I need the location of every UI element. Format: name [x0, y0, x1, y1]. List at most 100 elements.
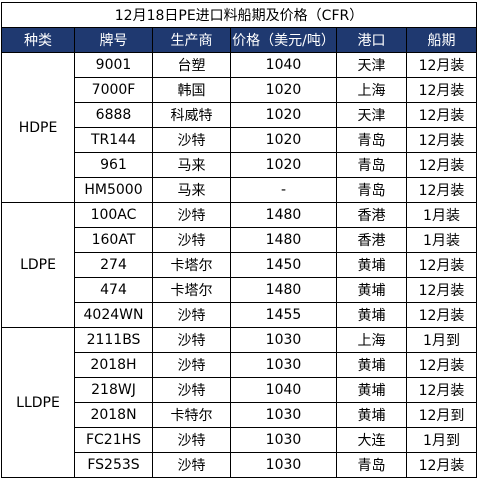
price-cell: -	[230, 177, 337, 203]
price-cell: 1480	[230, 227, 337, 253]
producer-cell: 马来	[152, 152, 231, 178]
grade-cell: 2018N	[74, 402, 153, 428]
port-cell: 上海	[336, 327, 407, 353]
shipping-cell: 1月到	[405, 327, 477, 353]
producer-cell: 沙特	[152, 127, 231, 153]
shipping-cell: 12月装	[405, 77, 477, 103]
grade-cell: TR144	[74, 127, 153, 153]
price-cell: 1030	[230, 327, 337, 353]
price-cell: 1455	[230, 302, 337, 328]
grade-cell: 9001	[74, 52, 153, 78]
shipping-cell: 12月装	[405, 52, 477, 78]
port-cell: 香港	[336, 227, 407, 253]
shipping-cell: 12月装	[405, 452, 477, 478]
producer-cell: 韩国	[152, 77, 231, 103]
grade-cell: 218WJ	[74, 377, 153, 403]
port-cell: 青岛	[336, 127, 407, 153]
price-cell: 1020	[230, 77, 337, 103]
shipping-cell: 12月装	[405, 152, 477, 178]
shipping-cell: 1月装	[405, 227, 477, 253]
grade-cell: HM5000	[74, 177, 153, 203]
producer-cell: 科威特	[152, 102, 231, 128]
price-table: 12月18日PE进口料船期及价格（CFR） 种类 牌号 生产商 价格（美元/吨）…	[0, 2, 477, 478]
shipping-cell: 12月装	[405, 102, 477, 128]
port-cell: 青岛	[336, 177, 407, 203]
grade-cell: 2111BS	[74, 327, 153, 353]
category-cell: LLDPE	[1, 327, 75, 478]
category-cell: HDPE	[1, 52, 75, 203]
grade-cell: 160AT	[74, 227, 153, 253]
shipping-cell: 12月装	[405, 352, 477, 378]
header-category: 种类	[1, 27, 75, 53]
shipping-cell: 12月到	[405, 402, 477, 428]
price-cell: 1030	[230, 452, 337, 478]
grade-cell: 2018H	[74, 352, 153, 378]
port-cell: 香港	[336, 202, 407, 228]
table-row: LLDPE 2111BS 沙特 1030 上海 1月到	[1, 327, 477, 478]
header-shipping: 船期	[405, 27, 477, 53]
grade-cell: 6888	[74, 102, 153, 128]
table-row: 218WJ 沙特 1040 黄埔 12月装	[2, 377, 477, 403]
producer-cell: 沙特	[152, 427, 231, 453]
shipping-cell: 12月装	[405, 177, 477, 203]
port-cell: 黄埔	[336, 402, 407, 428]
header-producer: 生产商	[152, 27, 231, 53]
producer-cell: 沙特	[152, 452, 231, 478]
producer-cell: 卡特尔	[152, 402, 231, 428]
producer-cell: 沙特	[152, 327, 231, 353]
table-title: 12月18日PE进口料船期及价格（CFR）	[0, 2, 477, 28]
table-row: 7000F 韩国 1020 上海 12月装	[2, 77, 477, 103]
producer-cell: 沙特	[152, 227, 231, 253]
price-cell: 1030	[230, 427, 337, 453]
header-grade: 牌号	[74, 27, 153, 53]
grade-cell: FC21HS	[74, 427, 153, 453]
price-cell: 1020	[230, 152, 337, 178]
grade-cell: 4024WN	[74, 302, 153, 328]
shipping-cell: 1月装	[405, 202, 477, 228]
price-cell: 1450	[230, 252, 337, 278]
producer-cell: 卡塔尔	[152, 277, 231, 303]
shipping-cell: 12月装	[405, 252, 477, 278]
shipping-cell: 12月装	[405, 302, 477, 328]
producer-cell: 台塑	[152, 52, 231, 78]
table-row: HDPE 9001 台塑 1040 天津 12月装	[1, 52, 477, 203]
port-cell: 黄埔	[336, 302, 407, 328]
header-port: 港口	[336, 27, 407, 53]
grade-cell: 100AC	[74, 202, 153, 228]
table-row: TR144 沙特 1020 青岛 12月装	[2, 127, 477, 153]
producer-cell: 沙特	[152, 377, 231, 403]
shipping-cell: 12月装	[405, 277, 477, 303]
shipping-cell: 1月到	[405, 427, 477, 453]
header-row: 种类 牌号 生产商 价格（美元/吨） 港口 船期	[1, 27, 477, 53]
title-row: 12月18日PE进口料船期及价格（CFR）	[0, 2, 477, 28]
grade-cell: 274	[74, 252, 153, 278]
port-cell: 黄埔	[336, 252, 407, 278]
price-cell: 1020	[230, 102, 337, 128]
price-cell: 1030	[230, 352, 337, 378]
price-cell: 1480	[230, 277, 337, 303]
grade-cell: 7000F	[74, 77, 153, 103]
category-cell: LDPE	[1, 202, 75, 328]
table-row: LDPE 100AC 沙特 1480 香港 1月装	[1, 202, 477, 328]
producer-cell: 马来	[152, 177, 231, 203]
table-row: FS253S 沙特 1030 青岛 12月装	[2, 452, 477, 478]
table-row: 961 马来 1020 青岛 12月装	[2, 152, 477, 178]
price-cell: 1040	[230, 52, 337, 78]
grade-cell: FS253S	[74, 452, 153, 478]
shipping-cell: 12月装	[405, 377, 477, 403]
table-row: 4024WN 沙特 1455 黄埔 12月装	[2, 302, 477, 328]
header-price: 价格（美元/吨）	[230, 27, 337, 53]
port-cell: 上海	[336, 77, 407, 103]
port-cell: 青岛	[336, 152, 407, 178]
grade-cell: 474	[74, 277, 153, 303]
table-row: 6888 科威特 1020 天津 12月装	[2, 102, 477, 128]
table-row: 474 卡塔尔 1480 黄埔 12月装	[2, 277, 477, 303]
port-cell: 黄埔	[336, 377, 407, 403]
producer-cell: 卡塔尔	[152, 252, 231, 278]
port-cell: 天津	[336, 102, 407, 128]
producer-cell: 沙特	[152, 352, 231, 378]
price-cell: 1030	[230, 402, 337, 428]
price-cell: 1480	[230, 202, 337, 228]
port-cell: 天津	[336, 52, 407, 78]
